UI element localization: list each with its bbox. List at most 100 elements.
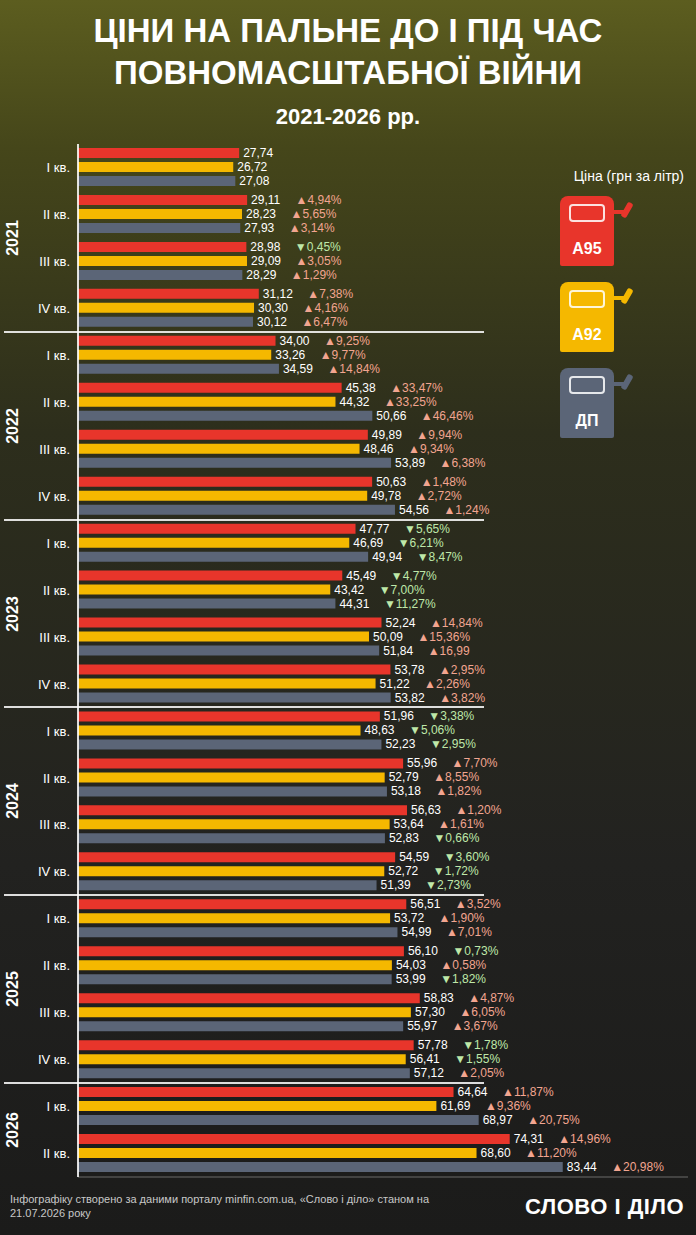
- svg-text:51,84: 51,84: [383, 644, 413, 658]
- svg-text:▲2,05%: ▲2,05%: [458, 1066, 504, 1080]
- svg-text:55,97: 55,97: [407, 1019, 437, 1033]
- svg-text:▲1,61%: ▲1,61%: [438, 817, 484, 831]
- svg-text:I кв.: I кв.: [47, 160, 70, 175]
- svg-text:64,64: 64,64: [458, 1085, 488, 1099]
- svg-text:45,49: 45,49: [346, 569, 376, 583]
- svg-text:▲20,75%: ▲20,75%: [527, 1113, 580, 1127]
- svg-text:▲4,94%: ▲4,94%: [296, 193, 342, 207]
- svg-text:▼0,66%: ▼0,66%: [433, 831, 479, 845]
- svg-text:27,08: 27,08: [239, 174, 269, 188]
- svg-text:▲14,84%: ▲14,84%: [327, 362, 380, 376]
- svg-text:▼4,77%: ▼4,77%: [391, 569, 437, 583]
- svg-text:II кв.: II кв.: [43, 207, 70, 222]
- svg-text:▲9,94%: ▲9,94%: [416, 428, 462, 442]
- svg-text:▲1,82%: ▲1,82%: [435, 784, 481, 798]
- svg-text:57,30: 57,30: [415, 1005, 445, 1019]
- svg-text:50,66: 50,66: [376, 409, 406, 423]
- svg-text:▲46,46%: ▲46,46%: [421, 409, 474, 423]
- svg-text:IV кв.: IV кв.: [38, 864, 70, 879]
- svg-text:▲7,38%: ▲7,38%: [307, 287, 353, 301]
- svg-text:▲15,36%: ▲15,36%: [417, 630, 470, 644]
- svg-text:30,30: 30,30: [258, 301, 288, 315]
- svg-text:IV кв.: IV кв.: [38, 489, 70, 504]
- svg-text:51,22: 51,22: [380, 677, 410, 691]
- svg-text:▼0,73%: ▼0,73%: [452, 944, 498, 958]
- svg-text:29,11: 29,11: [251, 193, 280, 207]
- svg-text:34,59: 34,59: [283, 362, 313, 376]
- svg-text:▲3,14%: ▲3,14%: [289, 221, 335, 235]
- svg-text:49,78: 49,78: [371, 489, 401, 503]
- svg-text:▼8,47%: ▼8,47%: [417, 550, 463, 564]
- svg-text:44,31: 44,31: [339, 597, 369, 611]
- svg-text:55,96: 55,96: [407, 756, 437, 770]
- svg-text:III кв.: III кв.: [39, 817, 70, 832]
- svg-text:27,93: 27,93: [244, 221, 274, 235]
- svg-text:54,59: 54,59: [399, 850, 429, 864]
- svg-text:52,23: 52,23: [385, 737, 415, 751]
- svg-text:53,64: 53,64: [394, 817, 424, 831]
- svg-text:52,72: 52,72: [388, 864, 418, 878]
- svg-text:▲3,52%: ▲3,52%: [455, 897, 501, 911]
- svg-text:I кв.: I кв.: [47, 1099, 70, 1114]
- svg-text:29,09: 29,09: [251, 254, 281, 268]
- svg-text:▼11,27%: ▼11,27%: [384, 597, 436, 611]
- svg-text:▲33,25%: ▲33,25%: [384, 395, 437, 409]
- svg-text:▼1,72%: ▼1,72%: [433, 864, 479, 878]
- svg-text:53,78: 53,78: [394, 663, 424, 677]
- svg-text:47,77: 47,77: [360, 522, 390, 536]
- svg-text:27,74: 27,74: [243, 146, 273, 160]
- svg-text:II кв.: II кв.: [43, 583, 70, 598]
- svg-text:III кв.: III кв.: [39, 442, 70, 457]
- svg-text:III кв.: III кв.: [39, 630, 70, 645]
- svg-text:▲2,72%: ▲2,72%: [416, 489, 462, 503]
- svg-text:53,18: 53,18: [391, 784, 421, 798]
- svg-text:▲9,25%: ▲9,25%: [324, 334, 370, 348]
- svg-text:33,26: 33,26: [275, 348, 305, 362]
- svg-text:▲6,05%: ▲6,05%: [459, 1005, 505, 1019]
- svg-text:54,03: 54,03: [396, 958, 426, 972]
- svg-text:▲3,67%: ▲3,67%: [452, 1019, 498, 1033]
- svg-text:▲11,87%: ▲11,87%: [502, 1085, 554, 1099]
- svg-text:III кв.: III кв.: [39, 254, 70, 269]
- svg-text:▲4,16%: ▲4,16%: [303, 301, 349, 315]
- svg-text:53,89: 53,89: [395, 456, 425, 470]
- svg-text:45,38: 45,38: [346, 381, 376, 395]
- svg-text:▼2,73%: ▼2,73%: [425, 878, 471, 892]
- svg-text:I кв.: I кв.: [47, 724, 70, 739]
- svg-text:48,46: 48,46: [364, 442, 394, 456]
- svg-text:▼1,82%: ▼1,82%: [440, 972, 486, 986]
- svg-text:52,83: 52,83: [389, 831, 419, 845]
- svg-text:▼7,00%: ▼7,00%: [379, 583, 425, 597]
- svg-text:56,51: 56,51: [410, 897, 440, 911]
- svg-text:34,00: 34,00: [280, 334, 310, 348]
- svg-text:74,31: 74,31: [514, 1132, 544, 1146]
- svg-text:56,41: 56,41: [410, 1052, 440, 1066]
- svg-text:52,24: 52,24: [385, 616, 415, 630]
- svg-text:▲14,84%: ▲14,84%: [430, 616, 483, 630]
- svg-text:▲33,47%: ▲33,47%: [390, 381, 443, 395]
- svg-text:IV кв.: IV кв.: [38, 677, 70, 692]
- svg-text:IV кв.: IV кв.: [38, 1052, 70, 1067]
- svg-text:▲11,20%: ▲11,20%: [525, 1146, 577, 1160]
- svg-text:▲0,58%: ▲0,58%: [440, 958, 486, 972]
- svg-text:▲1,20%: ▲1,20%: [455, 803, 501, 817]
- svg-text:50,63: 50,63: [376, 475, 406, 489]
- svg-text:▼3,38%: ▼3,38%: [428, 709, 474, 723]
- svg-text:▼1,55%: ▼1,55%: [454, 1052, 500, 1066]
- svg-text:▲6,47%: ▲6,47%: [301, 315, 347, 329]
- svg-text:II кв.: II кв.: [43, 1146, 70, 1161]
- svg-text:52,79: 52,79: [389, 770, 419, 784]
- svg-text:28,98: 28,98: [250, 240, 280, 254]
- svg-text:▲7,01%: ▲7,01%: [446, 925, 492, 939]
- svg-text:▲1,48%: ▲1,48%: [421, 475, 467, 489]
- svg-text:83,44: 83,44: [567, 1160, 597, 1174]
- svg-text:▼5,65%: ▼5,65%: [404, 522, 450, 536]
- svg-text:▲8,55%: ▲8,55%: [433, 770, 479, 784]
- svg-text:28,29: 28,29: [246, 268, 276, 282]
- svg-text:43,42: 43,42: [334, 583, 364, 597]
- svg-text:53,72: 53,72: [394, 911, 424, 925]
- svg-text:28,23: 28,23: [246, 207, 276, 221]
- svg-text:57,78: 57,78: [418, 1038, 448, 1052]
- svg-text:48,63: 48,63: [365, 723, 395, 737]
- svg-text:53,82: 53,82: [395, 691, 425, 705]
